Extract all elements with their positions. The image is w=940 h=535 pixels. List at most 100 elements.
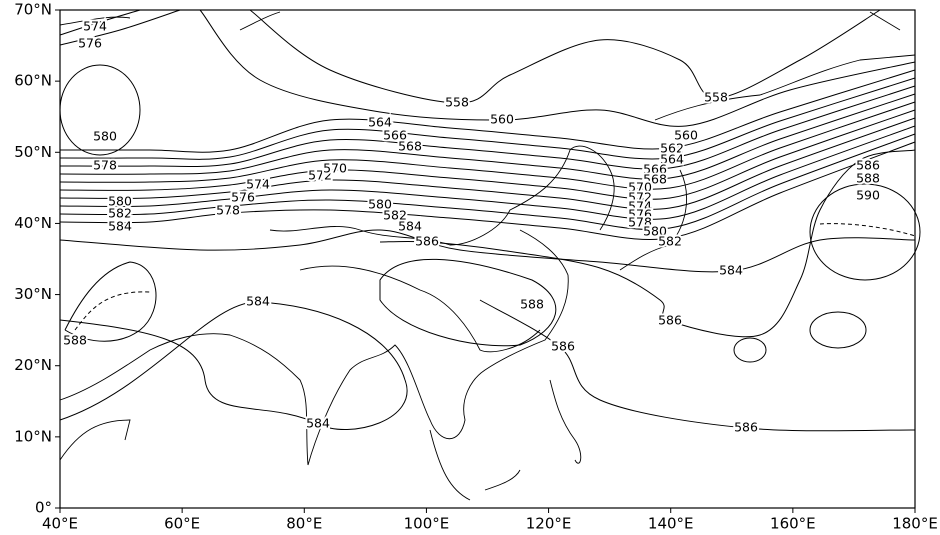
contour-label: 582 [383, 208, 407, 223]
contour-line [479, 299, 916, 432]
contour-label: 558 [445, 95, 469, 110]
coastline [59, 229, 569, 466]
coastline [619, 54, 916, 271]
y-tick-label: 40°N [14, 214, 52, 232]
y-tick-label: 70°N [14, 1, 52, 19]
y-tick-label: 10°N [14, 427, 52, 445]
contour-label: 576 [628, 207, 652, 222]
coastline [299, 265, 541, 353]
contour-label: 582 [658, 234, 682, 249]
y-tick-label: 0° [35, 499, 52, 517]
contour-label: 588 [520, 297, 544, 312]
y-tick-label: 30°N [14, 285, 52, 303]
contour-line [59, 69, 916, 153]
contour-line [59, 9, 181, 46]
map-frame [59, 9, 916, 509]
contour-label: 576 [78, 36, 102, 51]
contour-label: 572 [308, 168, 332, 183]
contour-label: 570 [323, 161, 347, 176]
contour-line [199, 9, 916, 127]
contour-label: 566 [383, 128, 407, 143]
trough-line [74, 291, 151, 331]
contour-label: 572 [628, 190, 652, 205]
contour-label: 580 [643, 224, 667, 239]
contour-line [59, 125, 916, 220]
contour-label: 558 [704, 90, 728, 105]
coastline [429, 429, 521, 501]
contour-line [59, 9, 141, 36]
contour-label: 586 [415, 234, 439, 249]
contour-label: 568 [643, 172, 667, 187]
contour-label: 574 [246, 177, 270, 192]
contour-label: 584 [398, 219, 422, 234]
x-tick-label: 120°E [526, 515, 572, 533]
contour-line [59, 77, 916, 160]
contour-line [809, 311, 867, 349]
y-tick-label: 50°N [14, 143, 52, 161]
contour-labels: 5745765805785805825845885845845745765785… [61, 17, 882, 437]
contour-line [733, 337, 767, 363]
contour-line [59, 301, 408, 431]
contour-line [59, 85, 916, 170]
contour-label: 586 [856, 158, 880, 173]
x-tick-label: 60°E [164, 515, 200, 533]
contour-label: 580 [93, 129, 117, 144]
contour-label: 560 [674, 128, 698, 143]
contours [59, 9, 921, 432]
x-tick-label: 80°E [286, 515, 322, 533]
contour-label: 564 [660, 152, 684, 167]
trough-line [819, 223, 916, 237]
contour-line [809, 183, 921, 281]
coastline [59, 11, 901, 31]
contour-line [59, 93, 916, 180]
x-tick-label: 160°E [770, 515, 816, 533]
contour-label: 578 [216, 203, 240, 218]
contour-line [64, 261, 157, 342]
contour-label: 574 [628, 199, 652, 214]
contour-line [59, 117, 916, 210]
y-tick-label: 20°N [14, 356, 52, 374]
x-tick-label: 140°E [648, 515, 694, 533]
coastlines [59, 11, 916, 501]
x-tick-label: 180°E [892, 515, 938, 533]
x-tick-label: 40°E [42, 515, 78, 533]
contour-label: 580 [108, 194, 132, 209]
contour-label: 582 [108, 206, 132, 221]
contour-label: 578 [93, 158, 117, 173]
coastline [59, 419, 131, 461]
coastline [549, 379, 582, 464]
contour-label: 588 [856, 171, 880, 186]
contour-label: 570 [628, 180, 652, 195]
contour-label: 586 [658, 313, 682, 328]
contour-label: 560 [490, 112, 514, 127]
x-tick-label: 100°E [404, 515, 450, 533]
contour-label: 584 [719, 263, 743, 278]
contour-label: 584 [108, 219, 132, 234]
contour-line [379, 258, 557, 347]
contour-label: 562 [660, 141, 684, 156]
contour-label: 584 [246, 294, 270, 309]
contour-label: 586 [734, 420, 758, 435]
contour-label: 588 [63, 333, 87, 348]
contour-line [249, 9, 881, 104]
contour-label: 566 [643, 162, 667, 177]
coastline [269, 145, 615, 246]
contour-label: 576 [231, 190, 255, 205]
contour-label: 586 [551, 339, 575, 354]
axes: 40°E 60°E 80°E 100°E 120°E 140°E 160°E 180°E 0° 1… [14, 1, 938, 533]
y-tick-label: 60°N [14, 72, 52, 90]
contour-line [59, 133, 916, 230]
contour-label: 580 [368, 197, 392, 212]
contour-label: 590 [856, 188, 880, 203]
contour-label: 578 [628, 215, 652, 230]
contour-label: 564 [368, 115, 392, 130]
contour-label: 568 [398, 139, 422, 154]
contour-line [59, 229, 916, 273]
contour-line [59, 101, 916, 190]
contour-label: 584 [306, 416, 330, 431]
contour-line [379, 149, 916, 338]
contour-line [59, 109, 916, 200]
